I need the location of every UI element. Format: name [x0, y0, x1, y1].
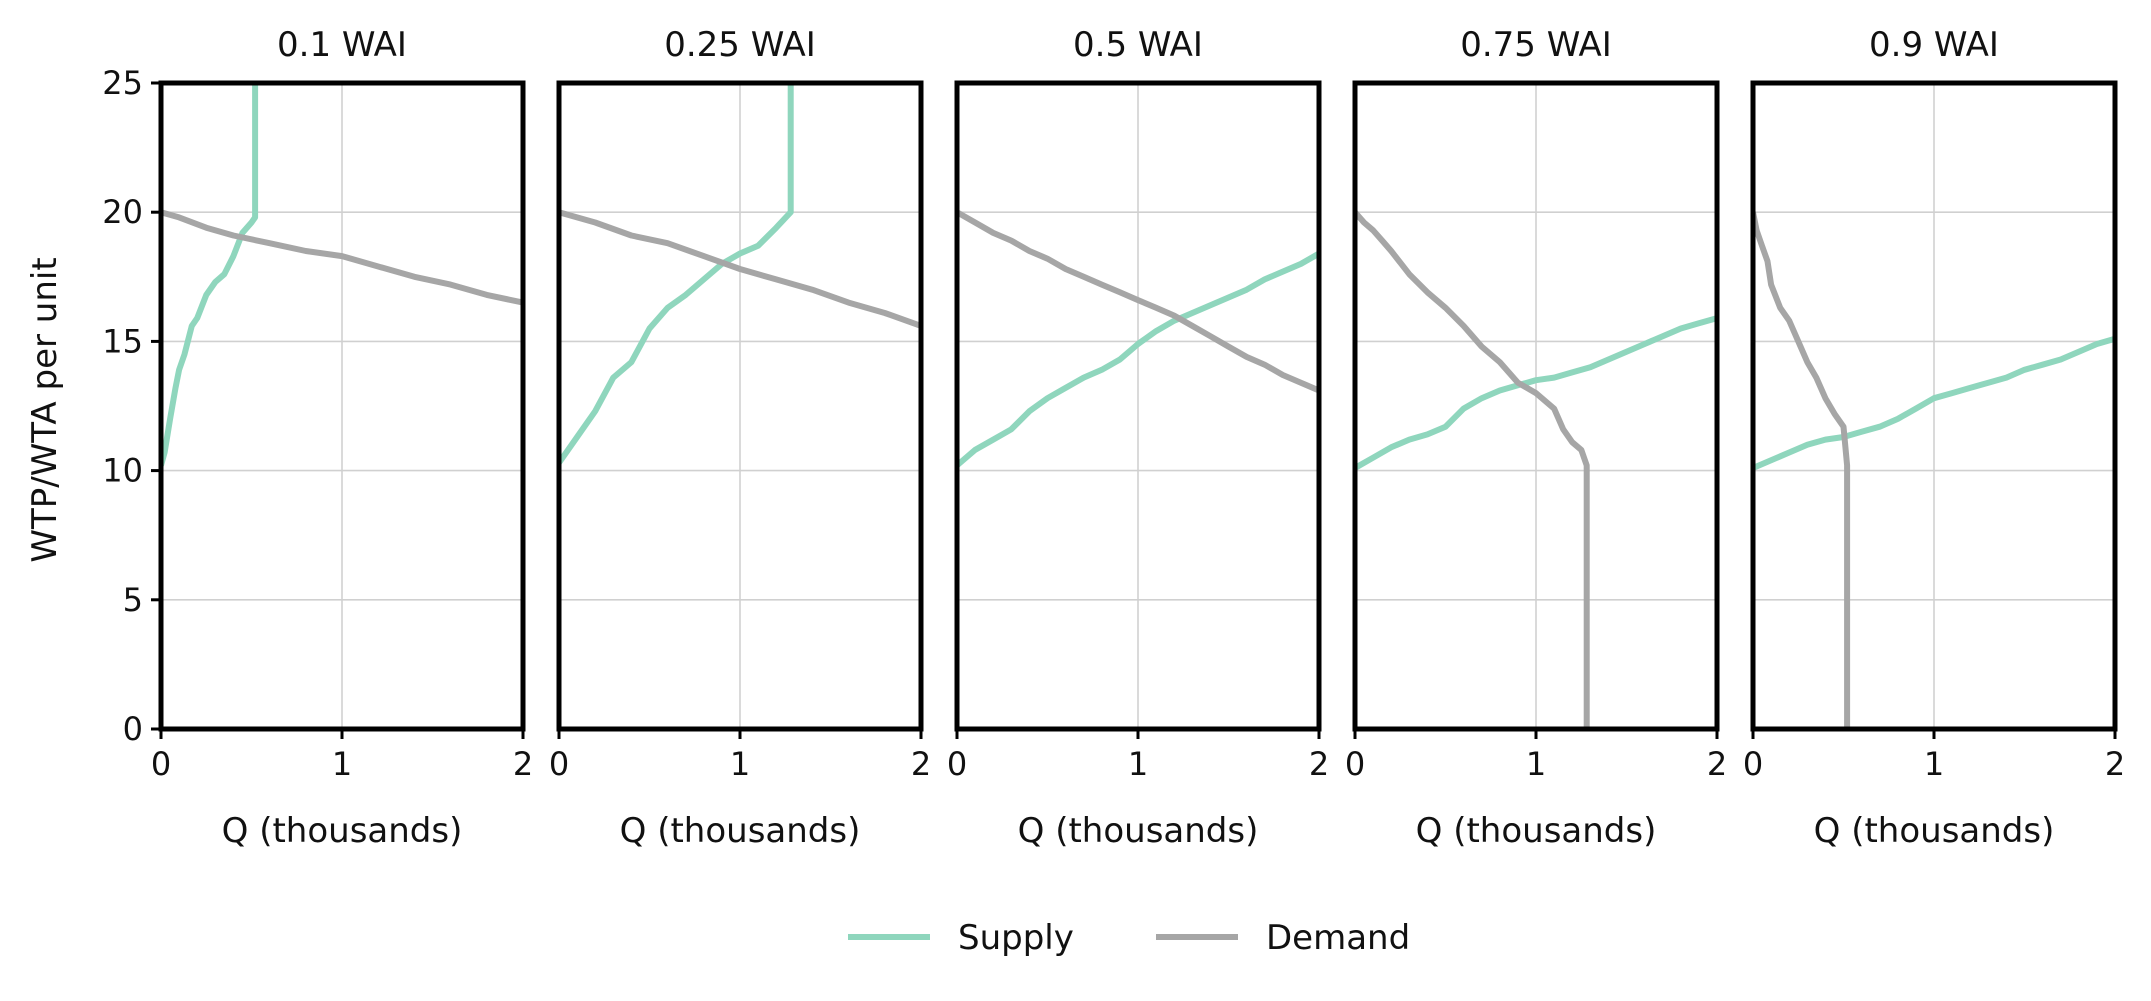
x-tick-label: 0 — [1345, 745, 1365, 783]
series-demand-line — [161, 209, 523, 306]
y-axis-label: WTP/WTA per unit — [25, 257, 65, 562]
x-tick-label: 0 — [151, 745, 171, 783]
panel-title: 0.5 WAI — [1073, 25, 1203, 65]
panel-curves — [1355, 210, 1717, 729]
x-axis-label: Q (thousands) — [1018, 811, 1259, 851]
legend-item-demand: Demand — [1156, 918, 1410, 958]
panel-title: 0.25 WAI — [664, 25, 816, 65]
panel-curves — [1753, 211, 2115, 729]
panel-2: 0 1 2 0.25 WAI Q (thousands) — [549, 25, 931, 851]
x-tick-label: 2 — [513, 745, 533, 783]
x-axis-label: Q (thousands) — [1814, 811, 2055, 851]
series-supply-line — [161, 83, 259, 467]
x-tick-label: 1 — [1526, 745, 1546, 783]
panel-title: 0.9 WAI — [1869, 25, 1999, 65]
x-tick-label: 2 — [1309, 745, 1329, 783]
x-tick-label: 0 — [549, 745, 569, 783]
x-tick-label: 1 — [1128, 745, 1148, 783]
x-tick-label: 1 — [730, 745, 750, 783]
x-axis-label: Q (thousands) — [1416, 811, 1657, 851]
x-tick-label: 0 — [947, 745, 967, 783]
y-tick-label: 25 — [102, 64, 143, 102]
y-tick-label: 5 — [123, 581, 143, 619]
panel-5: 0 1 2 0.9 WAI Q (thousands) — [1743, 25, 2125, 851]
panel-3: 0 1 2 0.5 WAI Q (thousands) — [947, 25, 1329, 851]
x-tick-label: 1 — [332, 745, 352, 783]
x-tick-label: 2 — [911, 745, 931, 783]
panel-title: 0.1 WAI — [277, 25, 407, 65]
panel-curves — [559, 83, 921, 465]
series-demand-line — [559, 209, 921, 329]
x-axis-label: Q (thousands) — [620, 811, 861, 851]
series-supply-line — [1753, 335, 2115, 471]
legend-item-supply: Supply — [848, 918, 1074, 958]
panel-4: 0 1 2 0.75 WAI Q (thousands) — [1345, 25, 1727, 851]
y-tick-label: 20 — [102, 193, 143, 231]
x-tick-label: 0 — [1743, 745, 1763, 783]
x-tick-label: 2 — [2105, 745, 2125, 783]
series-demand-line — [957, 209, 1319, 394]
series-demand-line — [1355, 210, 1590, 729]
y-tick-label: 15 — [102, 322, 143, 360]
x-axis-label: Q (thousands) — [222, 811, 463, 851]
series-demand-line — [1753, 211, 1851, 729]
chart-legend: Supply Demand — [848, 918, 1410, 958]
legend-label: Demand — [1266, 918, 1410, 958]
legend-label: Supply — [958, 918, 1074, 958]
panel-curves — [161, 83, 523, 467]
series-supply-line — [957, 250, 1319, 468]
y-tick-label: 0 — [123, 710, 143, 748]
panel-curves — [957, 209, 1319, 468]
panel-title: 0.75 WAI — [1460, 25, 1612, 65]
x-tick-label: 1 — [1924, 745, 1944, 783]
series-supply-line — [559, 83, 794, 465]
series-supply-line — [1355, 315, 1717, 471]
x-tick-label: 2 — [1707, 745, 1727, 783]
y-tick-label: 10 — [102, 452, 143, 490]
